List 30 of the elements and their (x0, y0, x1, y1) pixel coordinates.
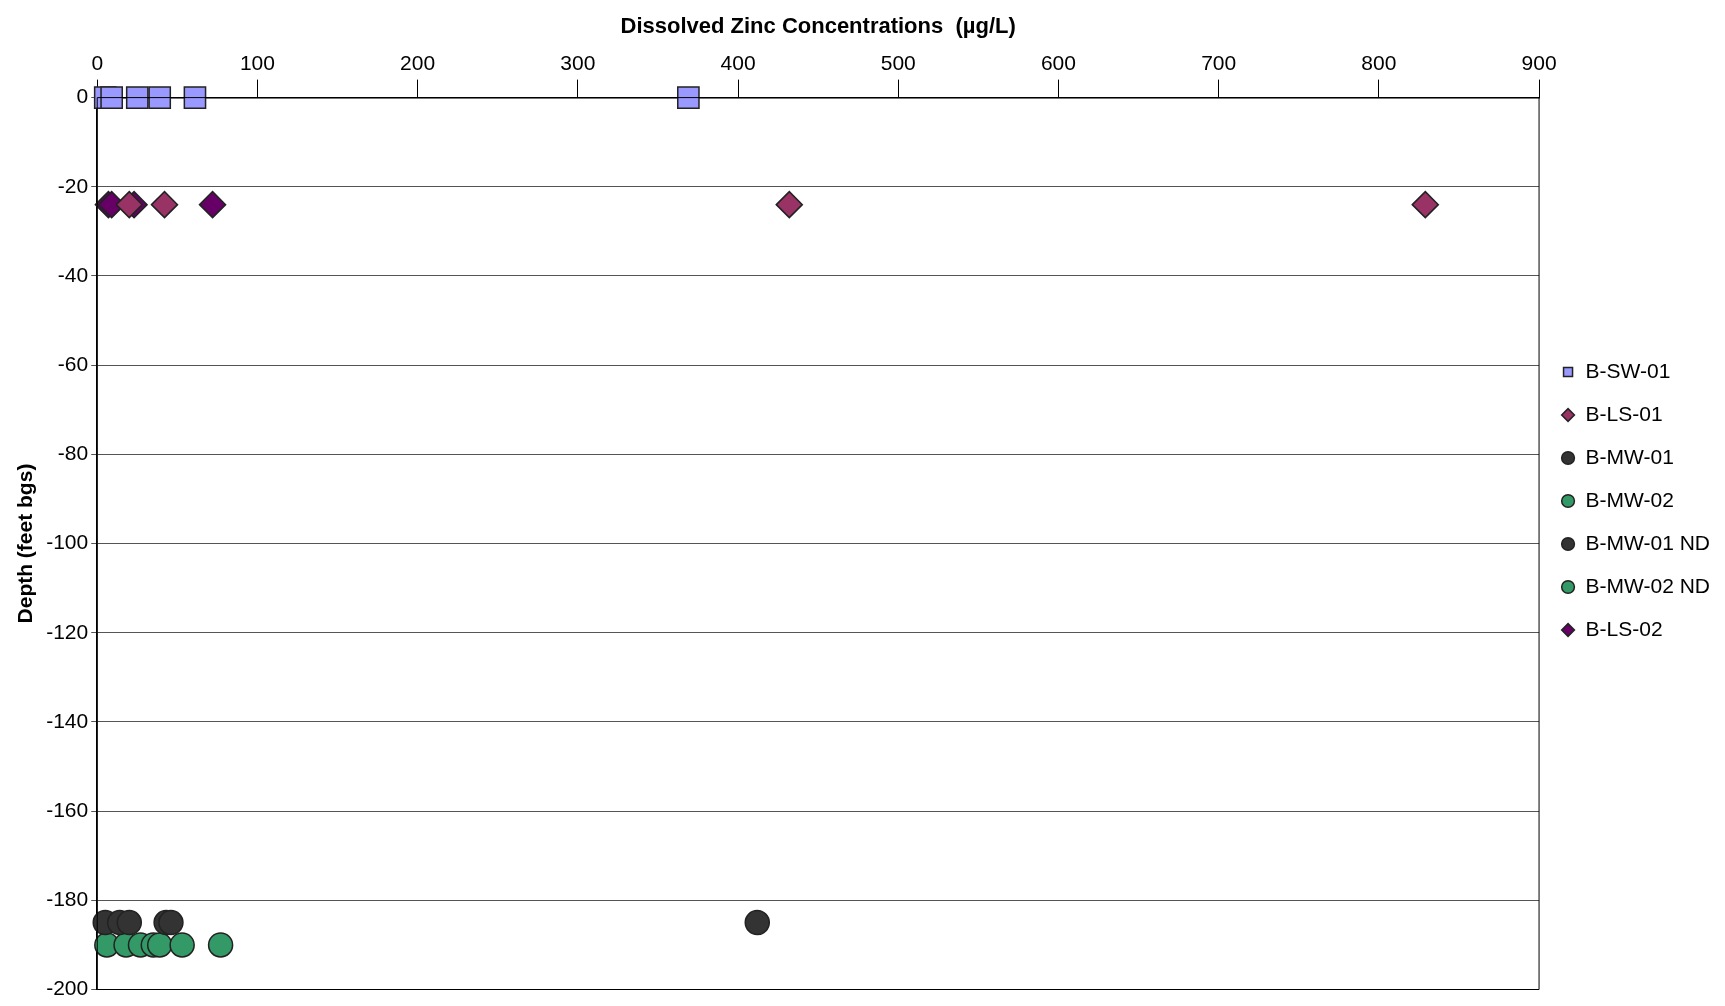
x-tick-label: 100 (239, 50, 275, 74)
y-tick-label: -60 (57, 351, 89, 375)
x-tick-label: 300 (560, 50, 596, 74)
x-tick-label: 400 (720, 50, 756, 74)
x-tick-label: 900 (1521, 50, 1557, 74)
y-tick-label: -180 (46, 887, 89, 911)
legend-label: B-SW-01 (1585, 358, 1671, 382)
legend-label: B-MW-01 ND (1585, 530, 1710, 554)
legend-label: B-MW-02 ND (1585, 573, 1710, 597)
x-tick-label: 700 (1201, 50, 1237, 74)
legend-label: B-LS-01 (1585, 401, 1663, 425)
y-tick-label: -100 (46, 530, 89, 554)
y-axis-title: Depth (feet bgs) (13, 463, 37, 624)
x-tick-label: 0 (91, 50, 104, 74)
legend-label: B-MW-01 (1585, 444, 1674, 468)
x-tick-label: 200 (400, 50, 436, 74)
y-tick-label: -200 (46, 976, 89, 1000)
x-tick-label: 800 (1361, 50, 1397, 74)
x-tick-label: 500 (880, 50, 916, 74)
y-tick-label: -40 (57, 262, 89, 286)
x-tick-label: 600 (1040, 50, 1076, 74)
legend-label: B-LS-02 (1585, 616, 1663, 640)
legend-label: B-MW-02 (1585, 487, 1674, 511)
y-tick-label: -120 (46, 619, 89, 643)
x-axis-title: Dissolved Zinc Concentrations (µg/L) (620, 13, 1016, 39)
y-tick-label: -20 (57, 173, 89, 197)
y-tick-label: -80 (57, 441, 89, 465)
y-tick-label: 0 (76, 84, 89, 108)
y-tick-label: -140 (46, 708, 89, 732)
y-tick-label: -160 (46, 797, 89, 821)
